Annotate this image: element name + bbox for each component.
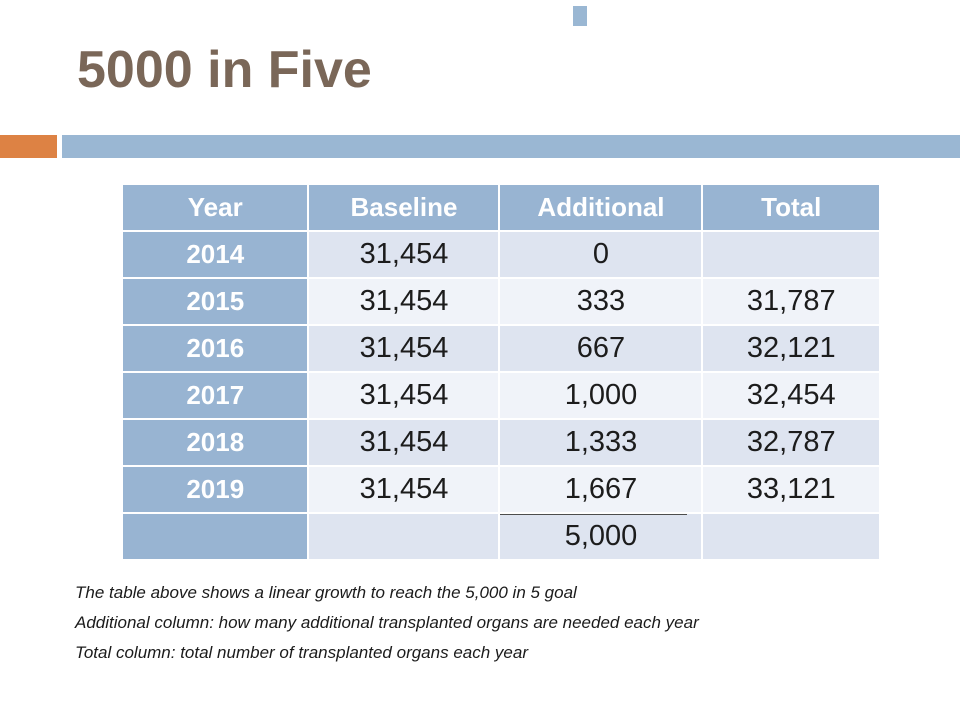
growth-table: Year Baseline Additional Total 2014 31,4… [121,183,881,561]
year-cell: 2015 [123,279,308,324]
orange-accent-bar [0,135,57,158]
header-total: Total [703,185,879,230]
year-cell: 2016 [123,326,308,371]
total-cell: 32,787 [703,420,879,465]
year-cell: 2018 [123,420,308,465]
table-row: 2017 31,454 1,000 32,454 [123,373,879,418]
header-year: Year [123,185,308,230]
table-row: 2019 31,454 1,667 33,121 [123,467,879,512]
baseline-cell: 31,454 [309,279,499,324]
top-accent-square [573,6,587,26]
baseline-cell [309,514,499,559]
year-cell: 2014 [123,232,308,277]
total-cell: 32,121 [703,326,879,371]
footnote-line: The table above shows a linear growth to… [75,583,577,602]
year-cell: 2019 [123,467,308,512]
footnote-line: Total column: total number of transplant… [75,643,528,662]
footnotes: The table above shows a linear growth to… [75,578,699,668]
total-cell: 33,121 [703,467,879,512]
total-cell: 31,787 [703,279,879,324]
total-cell [703,232,879,277]
footnote-line: Additional column: how many additional t… [75,613,699,632]
additional-cell: 0 [500,232,702,277]
additional-cell: 333 [500,279,702,324]
table-sum-row: 5,000 [123,514,879,559]
baseline-cell: 31,454 [309,326,499,371]
sum-rule-line [500,514,688,515]
baseline-cell: 31,454 [309,467,499,512]
table-row: 2016 31,454 667 32,121 [123,326,879,371]
slide-title: 5000 in Five [77,41,372,99]
additional-cell: 667 [500,326,702,371]
year-cell [123,514,308,559]
sum-value: 5,000 [564,520,638,552]
table-header-row: Year Baseline Additional Total [123,185,879,230]
table-row: 2018 31,454 1,333 32,787 [123,420,879,465]
table-row: 2014 31,454 0 [123,232,879,277]
baseline-cell: 31,454 [309,420,499,465]
header-additional: Additional [500,185,702,230]
additional-cell: 1,333 [500,420,702,465]
header-baseline: Baseline [309,185,499,230]
additional-cell: 1,000 [500,373,702,418]
additional-cell: 1,667 [500,467,702,512]
baseline-cell: 31,454 [309,373,499,418]
blue-accent-bar [62,135,960,158]
year-cell: 2017 [123,373,308,418]
total-cell [703,514,879,559]
total-cell: 32,454 [703,373,879,418]
additional-sum-cell: 5,000 [500,514,702,559]
table-row: 2015 31,454 333 31,787 [123,279,879,324]
baseline-cell: 31,454 [309,232,499,277]
